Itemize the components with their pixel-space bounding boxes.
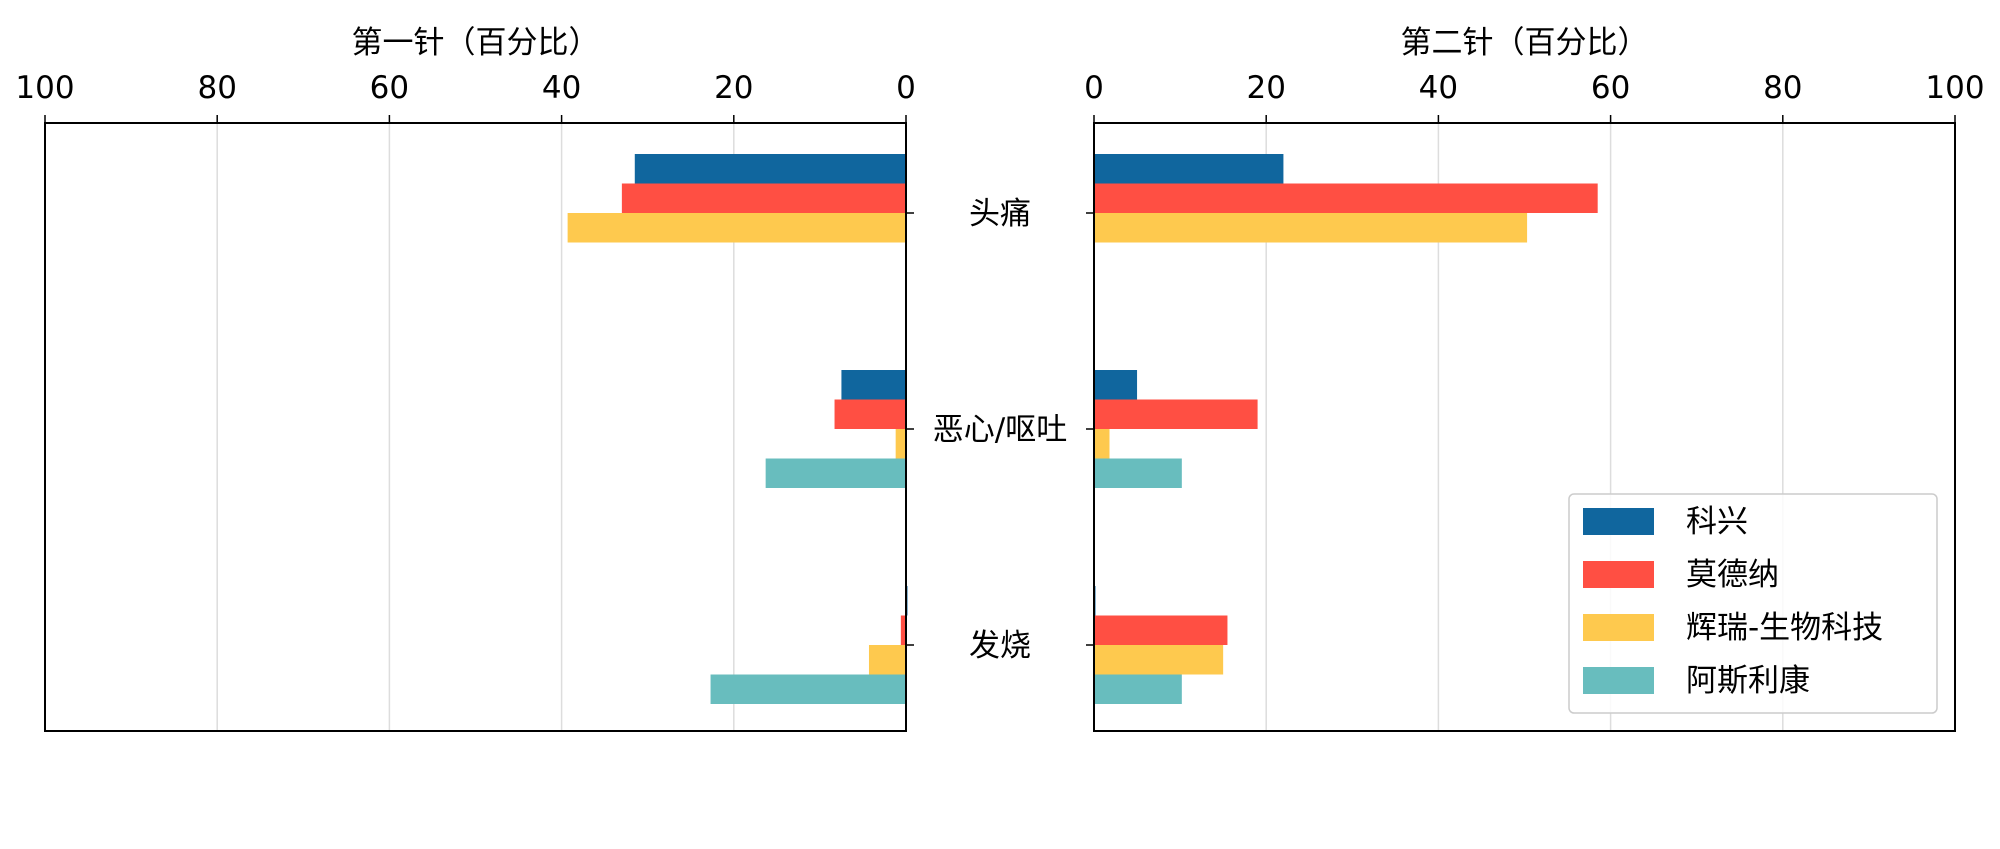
bar-panel1-2-2	[834, 399, 906, 429]
legend-swatch-2	[1583, 561, 1654, 588]
bar-panel2-1-2	[1094, 370, 1138, 400]
bar-panel1-3-3	[868, 645, 906, 675]
legend-swatch-3	[1583, 614, 1654, 641]
legend-label-1: 科兴	[1686, 504, 1748, 540]
legend-label-3: 辉瑞-生物科技	[1686, 610, 1883, 646]
legend-swatch-1	[1583, 508, 1654, 535]
xtick-label-1-0: 100	[15, 70, 74, 106]
xtick-label-2-5: 100	[1925, 70, 1984, 106]
bar-panel1-1-2	[841, 370, 906, 400]
bar-panel2-3-1	[1094, 213, 1528, 243]
xtick-label-2-0: 0	[1084, 70, 1104, 106]
category-label-3: 发烧	[969, 628, 1031, 664]
plot-frame-1	[44, 122, 907, 732]
bar-panel2-3-3	[1094, 645, 1224, 675]
bar-panel2-1-1	[1094, 154, 1284, 184]
bar-panel1-2-1	[621, 183, 906, 213]
panel-title-2: 第二针（百分比）	[1401, 25, 1649, 61]
xtick-label-2-4: 80	[1763, 70, 1802, 106]
category-label-1: 头痛	[969, 196, 1031, 232]
bar-panel1-1-1	[634, 154, 906, 184]
xtick-label-1-1: 80	[197, 70, 236, 106]
bar-panel2-2-3	[1094, 615, 1228, 645]
bar-panel1-3-2	[895, 429, 906, 459]
bar-panel2-2-2	[1094, 399, 1258, 429]
legend-swatch-4	[1583, 667, 1654, 694]
bar-panel1-4-2	[765, 458, 906, 488]
plot-frame-2	[1093, 122, 1956, 732]
bar-panel1-2-3	[900, 615, 906, 645]
xtick-label-2-3: 60	[1591, 70, 1630, 106]
xtick-label-1-3: 40	[542, 70, 581, 106]
bar-panel1-3-1	[567, 213, 906, 243]
xtick-label-2-1: 20	[1246, 70, 1285, 106]
bar-panel2-4-3	[1094, 674, 1182, 704]
panel-title-1: 第一针（百分比）	[352, 25, 600, 61]
legend-label-2: 莫德纳	[1686, 557, 1779, 593]
legend-box	[1568, 493, 1938, 714]
bar-panel2-3-2	[1094, 429, 1110, 459]
bar-panel1-4-3	[710, 674, 906, 704]
xtick-label-2-2: 40	[1419, 70, 1458, 106]
xtick-label-1-5: 0	[896, 70, 916, 106]
xtick-label-1-2: 60	[370, 70, 409, 106]
category-label-2: 恶心/呕吐	[933, 412, 1067, 448]
bar-panel2-2-1	[1094, 183, 1598, 213]
legend-label-4: 阿斯利康	[1686, 663, 1810, 699]
bar-panel2-4-2	[1094, 458, 1182, 488]
xtick-label-1-4: 20	[714, 70, 753, 106]
